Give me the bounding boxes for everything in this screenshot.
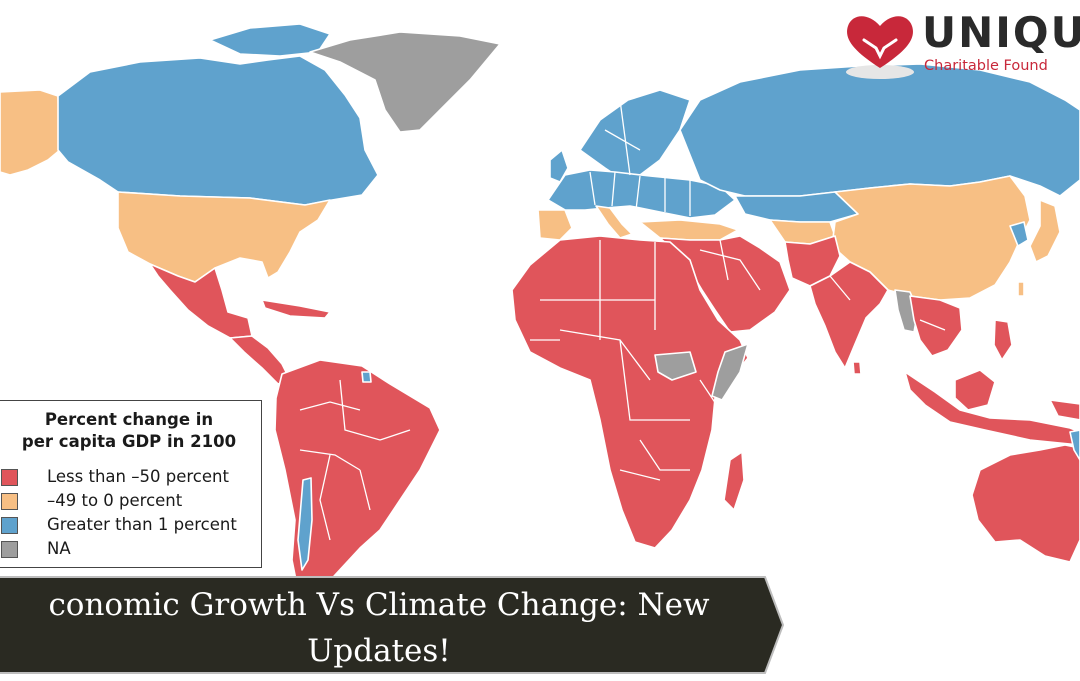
logo-tagline: Charitable Found — [924, 58, 1048, 74]
legend-title: Percent change in per capita GDP in 2100 — [1, 409, 257, 453]
logo-brand-text: UNIQU — [922, 8, 1080, 57]
region-caribbean — [261, 299, 331, 319]
legend-title-line1: Percent change in — [44, 410, 214, 429]
legend-label: –49 to 0 percent — [47, 491, 183, 510]
region-canada — [57, 55, 379, 206]
region-chile-strip — [297, 477, 313, 571]
region-guiana — [361, 371, 372, 383]
region-mexico — [149, 263, 253, 339]
region-india — [809, 261, 889, 369]
sa-borders — [299, 379, 411, 541]
region-eastern-island — [1069, 429, 1080, 461]
legend-title-line2: per capita GDP in 2100 — [21, 432, 237, 451]
asia-borders — [699, 239, 946, 331]
region-sri-lanka — [852, 361, 862, 375]
region-south-america — [274, 359, 441, 601]
legend-label: Less than –50 percent — [47, 467, 229, 486]
heart-hands-icon — [846, 16, 914, 79]
region-borneo — [954, 369, 996, 411]
region-new-guinea — [1049, 399, 1080, 421]
europe-borders — [589, 99, 691, 216]
region-alaska — [0, 89, 61, 176]
legend-swatch — [1, 517, 18, 534]
region-korea — [1009, 221, 1029, 247]
region-indonesia — [904, 371, 1080, 446]
map-legend: Percent change in per capita GDP in 2100… — [0, 400, 262, 568]
region-usa — [117, 191, 331, 283]
region-canada-islands — [209, 23, 331, 57]
region-taiwan — [1017, 281, 1025, 297]
legend-swatch — [1, 493, 18, 510]
region-australia — [971, 444, 1080, 563]
region-madagascar — [723, 451, 745, 511]
region-south-sudan — [654, 351, 697, 381]
legend-swatch — [1, 541, 18, 558]
region-turkey-caucasus — [639, 219, 739, 241]
africa-borders — [530, 240, 721, 481]
banner-shape — [0, 576, 785, 674]
region-iberia — [537, 209, 573, 241]
region-uk — [549, 149, 569, 183]
legend-label: NA — [47, 539, 71, 558]
region-philippines — [993, 319, 1013, 361]
region-italy-balkans — [595, 205, 633, 239]
region-greenland — [309, 31, 501, 133]
region-europe-main — [547, 169, 736, 219]
region-japan — [1029, 199, 1061, 263]
legend-label: Greater than 1 percent — [47, 515, 237, 534]
legend-swatch — [1, 469, 18, 486]
logo: UNIQU Charitable Found — [838, 6, 1080, 84]
region-somalia — [711, 343, 749, 401]
region-scandinavia — [579, 89, 691, 179]
banner-title: conomic Growth Vs Climate Change: New Up… — [48, 587, 710, 669]
title-banner: conomic Growth Vs Climate Change: New Up… — [0, 575, 800, 677]
